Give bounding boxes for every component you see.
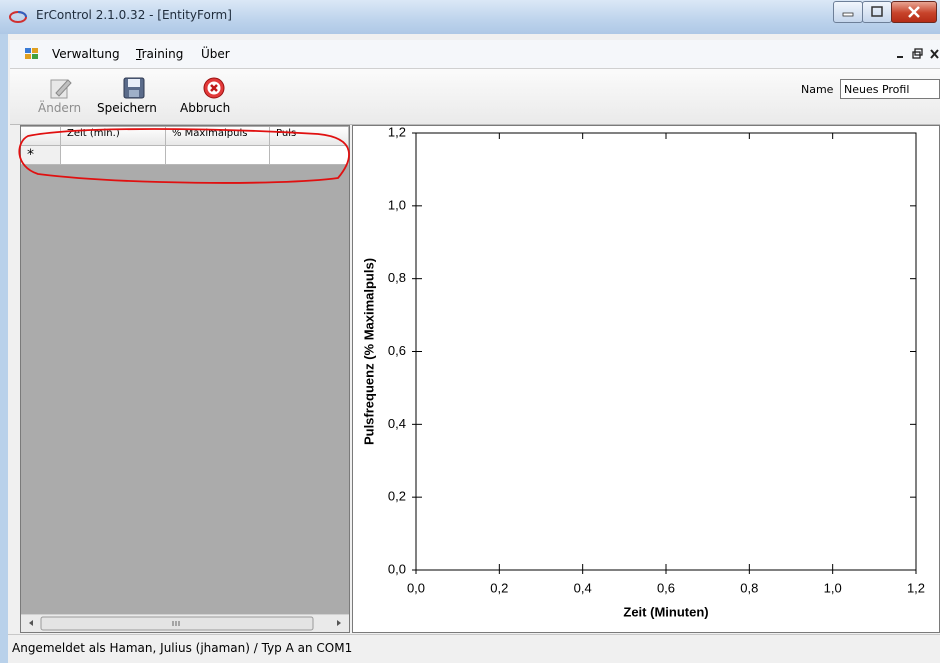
y-tick-label: 0,0	[388, 561, 406, 576]
toolbar	[10, 68, 940, 125]
x-axis-label: Zeit (Minuten)	[623, 604, 708, 619]
y-tick-label: 0,4	[388, 416, 406, 431]
save-icon	[122, 76, 146, 100]
y-tick-label: 0,2	[388, 489, 406, 504]
y-tick-label: 1,2	[388, 125, 406, 139]
x-tick-label: 0,6	[657, 580, 675, 595]
x-tick-label: 0,8	[740, 580, 758, 595]
minimize-button[interactable]	[833, 1, 863, 23]
edit-icon	[48, 76, 72, 100]
toolbar-button[interactable]: Ändern	[38, 101, 81, 115]
window-title: ErControl 2.1.0.32 - [EntityForm]	[36, 8, 232, 22]
cancel-icon	[202, 76, 226, 100]
mdi-icon	[24, 46, 40, 62]
maximize-button[interactable]	[862, 1, 892, 23]
close-button[interactable]	[891, 1, 937, 23]
x-tick-label: 0,4	[574, 580, 592, 595]
x-tick-label: 1,2	[907, 580, 925, 595]
menu-item[interactable]: Verwaltung	[52, 47, 120, 61]
menu-item[interactable]: Training	[136, 47, 183, 61]
x-tick-label: 0,2	[490, 580, 508, 595]
y-axis-label: Pulsfrequenz (% Maximalpuls)	[361, 258, 376, 445]
app-icon	[8, 10, 28, 24]
annotation-ellipse	[18, 122, 354, 190]
y-tick-label: 0,6	[388, 343, 406, 358]
chart: 0,0 0,2 0,4 0,6 0,8 1,0 1,2 0,0 0,2 0,4 0,6 0,8 1,0 1…	[352, 125, 940, 632]
mdi-buttons	[895, 46, 940, 62]
y-tick-label: 1,0	[388, 197, 406, 212]
toolbar-button[interactable]: Abbruch	[180, 101, 230, 115]
y-tick-label: 0,8	[388, 270, 406, 285]
plot-area	[416, 133, 916, 570]
screen: ErControl 2.1.0.32 - [EntityForm] Verwal…	[0, 0, 940, 662]
x-tick-label: 0,0	[407, 580, 425, 595]
status-text: Angemeldet als Haman, Julius (jhaman) / …	[12, 641, 352, 655]
name-label: Name	[801, 83, 833, 96]
name-input[interactable]: Neues Profil	[840, 79, 940, 99]
horizontal-scrollbar[interactable]	[21, 614, 349, 632]
toolbar-button[interactable]: Speichern	[97, 101, 157, 115]
data-grid	[20, 125, 350, 633]
x-tick-label: 1,0	[824, 580, 842, 595]
menu-item[interactable]: Über	[201, 47, 230, 61]
